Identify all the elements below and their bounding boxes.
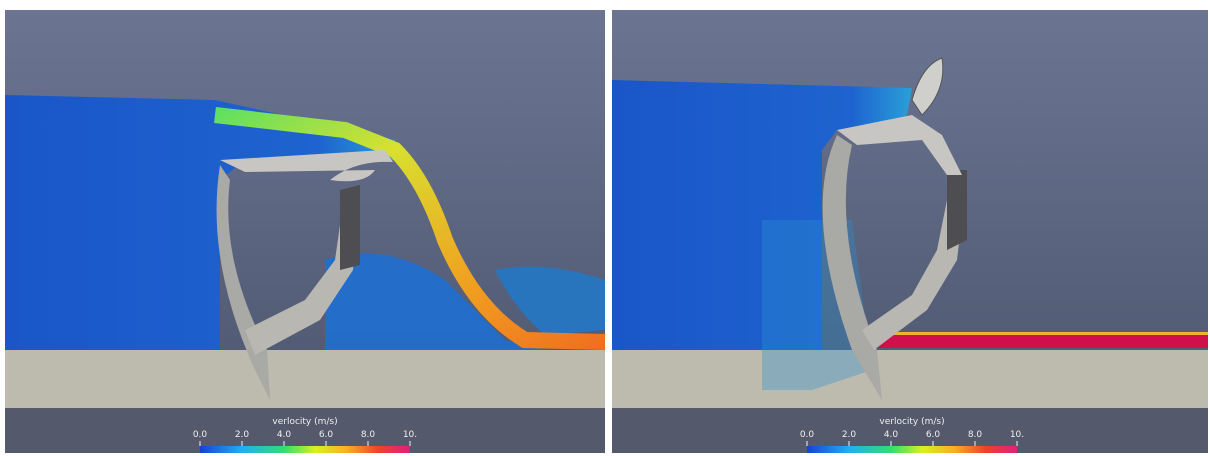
colorbar-tick-label: 0.0: [800, 430, 815, 440]
colorbar-label: verlocity (m/s): [272, 417, 337, 427]
colorbar-tick-label: 2.0: [235, 430, 250, 440]
colorbar-label: verlocity (m/s): [879, 417, 944, 427]
colorbar: [200, 446, 410, 453]
colorbar: [807, 446, 1017, 453]
colorbar-tick-label: 0.0: [193, 430, 208, 440]
colorbar-tick-label: 8.0: [968, 430, 983, 440]
colorbar-tick-label: 2.0: [842, 430, 857, 440]
left-view: verlocity (m/s) 0.0 2.0 4.0 6.0 8.0 10.: [5, 10, 605, 453]
colorbar-tick-label: 6.0: [319, 430, 334, 440]
colorbar-tick-label: 6.0: [926, 430, 941, 440]
colorbar-tick-label: 10.: [403, 430, 417, 440]
screenshot: verlocity (m/s) 0.0 2.0 4.0 6.0 8.0 10. verloc…: [0, 0, 1210, 456]
colorbar-tick-label: 10.: [1010, 430, 1024, 440]
ground: [612, 350, 1208, 408]
colorbar-tick-label: 4.0: [884, 430, 899, 440]
colorbar-tick-label: 4.0: [277, 430, 292, 440]
gate-side: [340, 185, 360, 270]
page: {"panels": [ {"colorbar": {"label": "ver…: [0, 0, 1210, 456]
downstream-jet: [877, 334, 1208, 348]
right-view: verlocity (m/s) 0.0 2.0 4.0 6.0 8.0 10.: [612, 10, 1208, 453]
gate-side: [947, 170, 967, 250]
colorbar-tick-label: 8.0: [361, 430, 376, 440]
jet-edge: [877, 332, 1208, 335]
ground: [5, 350, 605, 408]
